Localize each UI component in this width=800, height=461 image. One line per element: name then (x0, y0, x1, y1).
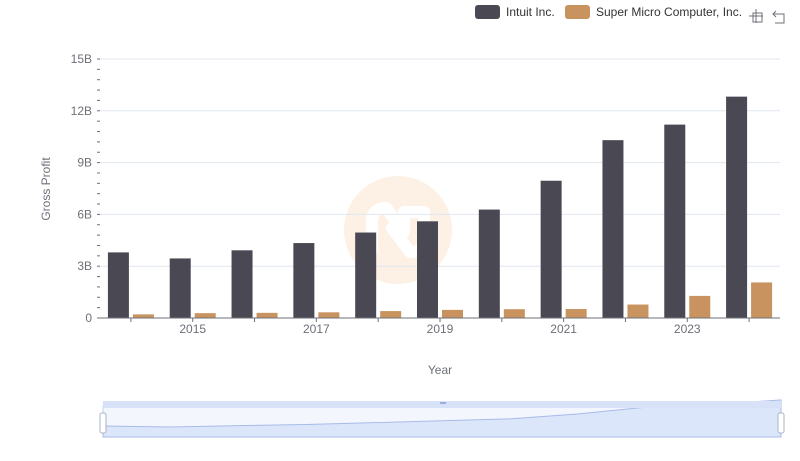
x-tick-label: 2023 (674, 322, 701, 336)
x-axis-title: Year (428, 363, 452, 377)
data-zoom-slider[interactable] (99, 399, 785, 438)
legend: Intuit Inc. Super Micro Computer, Inc. (475, 5, 742, 19)
bar-supermicro-2024[interactable] (751, 282, 773, 318)
bar-supermicro-2014[interactable] (132, 314, 154, 318)
bars (107, 96, 773, 319)
y-tick-label: 15B (71, 52, 92, 66)
legend-swatch[interactable] (565, 5, 590, 19)
legend-swatch[interactable] (475, 5, 500, 19)
x-tick-label: 2021 (550, 322, 577, 336)
y-axis-title: Gross Profit (39, 157, 53, 221)
bar-intuit-2020[interactable] (478, 209, 500, 318)
y-tick-label: 3B (77, 259, 92, 273)
zoom-right-handle[interactable] (777, 412, 785, 434)
bar-intuit-2024[interactable] (726, 96, 748, 319)
legend-label[interactable]: Super Micro Computer, Inc. (596, 5, 742, 19)
y-tick-label: 6B (77, 207, 92, 221)
zoom-overview-area (102, 399, 782, 438)
x-tick-label: 2019 (427, 322, 454, 336)
bar-intuit-2017[interactable] (293, 243, 315, 318)
bar-supermicro-2022[interactable] (627, 304, 649, 318)
bar-supermicro-2021[interactable] (565, 309, 587, 318)
bar-intuit-2016[interactable] (231, 250, 253, 318)
legend-label[interactable]: Intuit Inc. (506, 5, 555, 19)
bar-intuit-2014[interactable] (107, 252, 129, 318)
bar-intuit-2022[interactable] (602, 140, 624, 318)
bar-supermicro-2018[interactable] (380, 311, 402, 318)
axes: 0 3B 6B 9B 12B 15B 2015 2017 2019 2021 2023 (71, 52, 780, 336)
bar-supermicro-2017[interactable] (318, 312, 340, 318)
bar-supermicro-2019[interactable] (442, 309, 463, 318)
bar-intuit-2021[interactable] (540, 180, 562, 318)
bar-intuit-2019[interactable] (417, 221, 438, 318)
zoom-left-handle[interactable] (99, 412, 107, 434)
restore-icon[interactable] (772, 8, 788, 24)
x-tick-label: 2015 (179, 322, 206, 336)
zoom-icon[interactable] (748, 8, 764, 24)
bar-supermicro-2023[interactable] (689, 295, 711, 318)
bar-supermicro-2015[interactable] (194, 313, 216, 318)
bar-supermicro-2016[interactable] (256, 312, 278, 318)
bar-intuit-2018[interactable] (355, 232, 377, 318)
y-tick-label: 9B (77, 156, 92, 170)
bar-intuit-2015[interactable] (169, 258, 191, 318)
y-tick-label: 12B (71, 104, 92, 118)
zoom-move-handle[interactable] (103, 401, 781, 408)
bar-intuit-2023[interactable] (664, 124, 686, 318)
bar-supermicro-2020[interactable] (503, 309, 525, 318)
x-tick-label: 2017 (303, 322, 330, 336)
y-tick-label: 0 (85, 311, 92, 325)
